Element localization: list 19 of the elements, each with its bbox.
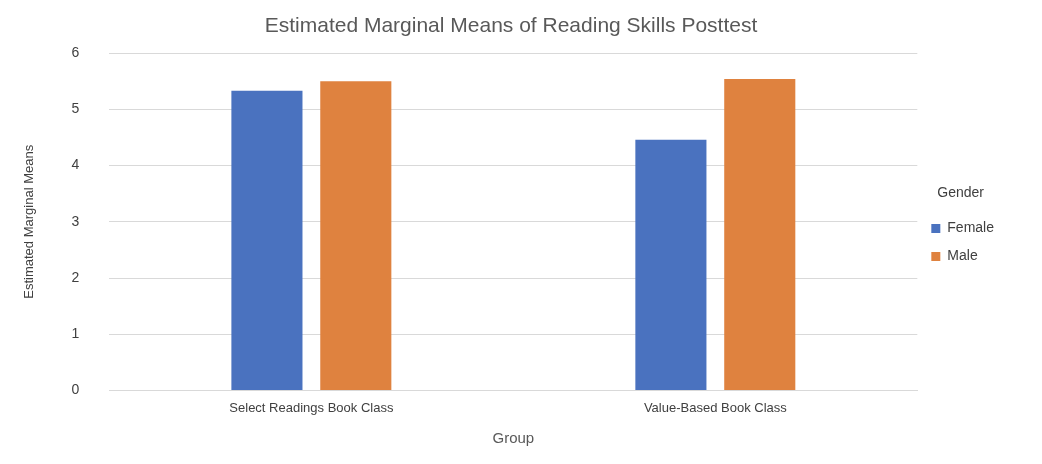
y-tick-label: 6 xyxy=(71,44,80,61)
legend-label: Female xyxy=(947,219,995,236)
x-tick-label: Value-Based Book Class xyxy=(643,399,788,415)
bar xyxy=(320,81,392,390)
legend-title: Gender xyxy=(937,184,985,201)
x-axis-title: Group xyxy=(492,429,535,447)
bar xyxy=(231,90,303,390)
y-tick-label: 5 xyxy=(71,100,80,117)
y-tick-label: 3 xyxy=(71,212,80,229)
y-axis-title: Estimated Marginal Means xyxy=(21,144,37,299)
chart-title: Estimated Marginal Means of Reading Skills Posttest xyxy=(264,13,758,37)
y-tick-label: 1 xyxy=(71,325,80,342)
bar xyxy=(635,139,707,390)
x-tick-label: Select Readings Book Class xyxy=(229,399,394,415)
y-tick-label: 4 xyxy=(71,156,80,173)
legend-label: Male xyxy=(947,247,978,264)
bar xyxy=(724,79,796,390)
y-tick-label: 2 xyxy=(71,268,80,285)
y-tick-label: 0 xyxy=(71,381,80,398)
